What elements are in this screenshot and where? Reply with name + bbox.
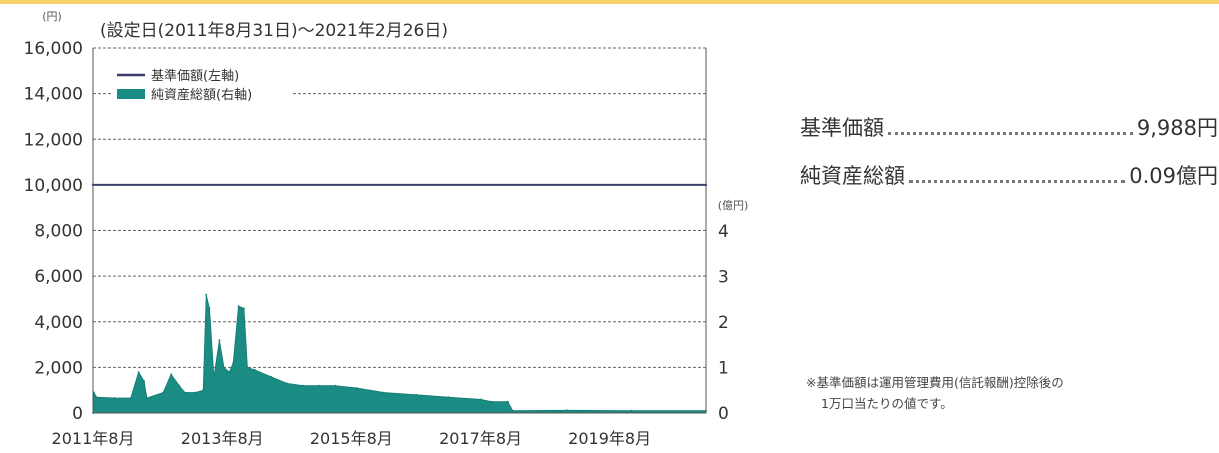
aum-summary-row: 純資産総額 0.09億円 bbox=[800, 160, 1218, 190]
legend-label: 純資産総額(右軸) bbox=[151, 87, 252, 103]
aum-point bbox=[566, 409, 568, 412]
aum-point bbox=[228, 371, 231, 373]
fund-performance-chart: 16,00014,00012,00010,0008,0006,0004,0002… bbox=[24, 10, 749, 448]
axes: 16,00014,00012,00010,0008,0006,0004,0002… bbox=[24, 39, 729, 448]
aum-point bbox=[318, 384, 320, 387]
legend-swatch-area bbox=[117, 89, 145, 99]
aum-point bbox=[506, 400, 509, 403]
nav-line-series bbox=[91, 183, 708, 187]
aum-value: 0.09億円 bbox=[1129, 164, 1218, 188]
aum-point bbox=[208, 307, 211, 310]
right-tick-label: 2 bbox=[718, 313, 729, 333]
leader-dots bbox=[909, 179, 1126, 183]
aum-point bbox=[143, 380, 146, 382]
aum-point bbox=[223, 366, 225, 369]
aum-point bbox=[205, 293, 208, 296]
footnote-line2: 1万口当たりの値です。 bbox=[821, 396, 953, 411]
aum-point bbox=[237, 305, 240, 307]
x-tick-label: 2017年8月 bbox=[439, 429, 522, 448]
aum-point bbox=[202, 389, 205, 392]
header-rule bbox=[0, 0, 1219, 4]
nav-label: 基準価額 bbox=[800, 116, 884, 140]
aum-point bbox=[334, 384, 337, 387]
left-axis-unit: (円) bbox=[42, 10, 62, 23]
nav-summary-row: 基準価額 9,988円 bbox=[800, 112, 1218, 142]
left-tick-label: 14,000 bbox=[24, 85, 83, 105]
aum-point bbox=[184, 391, 186, 394]
right-tick-label: 3 bbox=[718, 268, 729, 288]
aum-point bbox=[355, 387, 358, 389]
aum-point bbox=[269, 375, 272, 378]
aum-point bbox=[95, 396, 98, 398]
aum-point bbox=[630, 409, 633, 412]
aum-point bbox=[218, 339, 221, 342]
left-tick-label: 6,000 bbox=[34, 267, 83, 287]
left-tick-label: 12,000 bbox=[24, 130, 83, 150]
aum-point bbox=[194, 391, 197, 394]
aum-point bbox=[129, 397, 132, 399]
legend: 基準価額(左軸) 純資産総額(右軸) bbox=[113, 61, 291, 105]
aum-point bbox=[113, 397, 116, 399]
aum-point bbox=[253, 368, 256, 371]
aum-point bbox=[137, 371, 140, 373]
right-tick-label: 1 bbox=[718, 359, 729, 379]
aum-point bbox=[232, 362, 235, 364]
x-tick-label: 2015年8月 bbox=[310, 429, 393, 448]
aum-point bbox=[170, 373, 173, 376]
right-tick-label: 4 bbox=[718, 222, 729, 242]
aum-point bbox=[490, 400, 493, 403]
x-tick-label: 2019年8月 bbox=[568, 429, 651, 448]
aum-point bbox=[213, 375, 215, 378]
x-tick-label: 2013年8月 bbox=[181, 429, 264, 448]
aum-area bbox=[92, 294, 707, 414]
right-axis-unit: (億円) bbox=[718, 199, 749, 212]
aum-point bbox=[246, 366, 249, 369]
aum-point bbox=[511, 409, 514, 412]
aum-area-series bbox=[92, 293, 707, 414]
aum-point bbox=[286, 382, 288, 385]
aum-label: 純資産総額 bbox=[800, 164, 905, 188]
legend-label: 基準価額(左軸) bbox=[151, 68, 239, 84]
aum-point bbox=[243, 307, 245, 310]
left-tick-label: 8,000 bbox=[34, 222, 83, 242]
period-label: (設定日(2011年8月31日)～2021年2月26日) bbox=[100, 21, 448, 41]
x-tick-label: 2011年8月 bbox=[52, 429, 135, 448]
left-tick-label: 10,000 bbox=[24, 176, 83, 196]
aum-point bbox=[178, 384, 181, 387]
right-tick-label: 0 bbox=[718, 404, 729, 424]
aum-point bbox=[447, 396, 450, 398]
left-tick-label: 16,000 bbox=[24, 39, 83, 59]
aum-point bbox=[415, 393, 418, 396]
left-tick-label: 0 bbox=[72, 404, 83, 424]
footnote: ※基準価額は運用管理費用(信託報酬)控除後の 1万口当たりの値です。 bbox=[806, 372, 1216, 414]
leader-dots bbox=[888, 131, 1133, 135]
aum-point bbox=[479, 398, 482, 401]
aum-point bbox=[382, 391, 385, 394]
footnote-line1: ※基準価額は運用管理費用(信託報酬)控除後の bbox=[806, 375, 1064, 390]
nav-value: 9,988円 bbox=[1136, 116, 1218, 140]
left-tick-label: 4,000 bbox=[34, 313, 83, 333]
aum-point bbox=[302, 384, 304, 387]
aum-point bbox=[162, 391, 165, 394]
left-tick-label: 2,000 bbox=[34, 358, 83, 378]
aum-point bbox=[146, 397, 148, 399]
